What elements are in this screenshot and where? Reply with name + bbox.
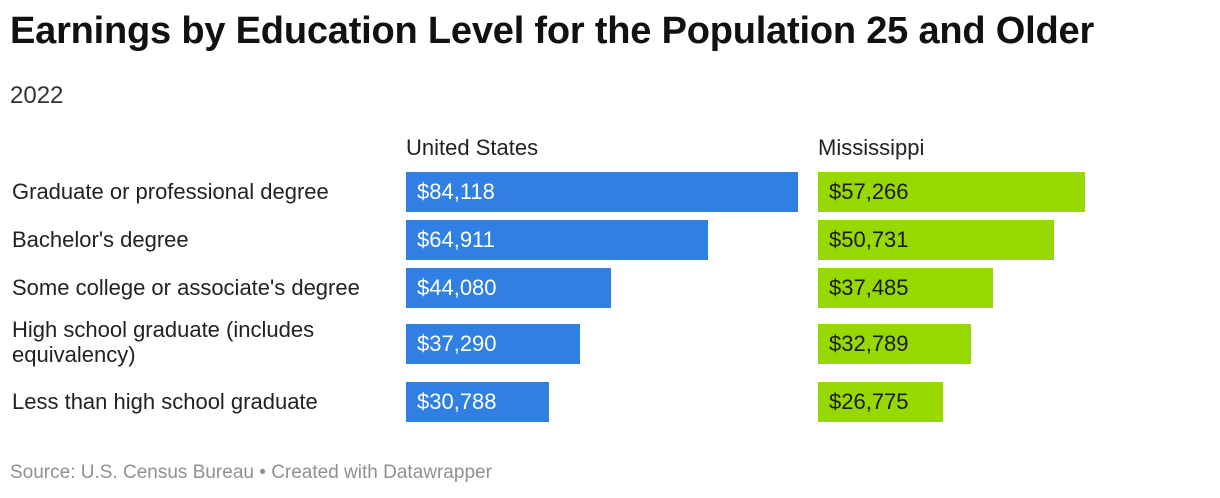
chart-footer: Source: U.S. Census Bureau • Created wit… (10, 462, 492, 484)
bar (406, 172, 798, 212)
bar (406, 324, 580, 364)
bar (818, 172, 1085, 212)
bar (818, 220, 1054, 260)
bar (406, 220, 708, 260)
bar-value-label: $64,911 (417, 227, 495, 252)
category-label: Bachelor's degree (12, 227, 189, 252)
category-label: Graduate or professional degree (12, 179, 329, 204)
bar (818, 268, 993, 308)
bar-value-label: $37,290 (417, 331, 497, 356)
footer-separator: • (259, 462, 266, 483)
bar-value-label: $26,775 (829, 389, 909, 414)
bar (406, 382, 549, 422)
bar (406, 268, 611, 308)
column-header: Mississippi (818, 135, 925, 160)
source-note: Source: U.S. Census Bureau (10, 462, 254, 483)
bar-value-label: $50,731 (829, 227, 909, 252)
bar (818, 324, 971, 364)
category-label: High school graduate (includes equivalen… (12, 317, 315, 367)
bar-value-label: $30,788 (417, 389, 497, 414)
datawrapper-credit[interactable]: Created with Datawrapper (271, 462, 492, 483)
column-header: United States (406, 135, 539, 160)
bar (818, 382, 943, 422)
bar-value-label: $37,485 (829, 275, 909, 300)
bar-value-label: $44,080 (417, 275, 497, 300)
category-label: Some college or associate's degree (12, 275, 360, 300)
bar-value-label: $84,118 (417, 179, 495, 204)
bar-value-label: $32,789 (829, 331, 909, 356)
category-label: Less than high school graduate (12, 389, 318, 414)
bar-value-label: $57,266 (829, 179, 909, 204)
chart-title: Earnings by Education Level for the Popu… (10, 10, 1095, 52)
chart-subtitle: 2022 (10, 82, 64, 109)
